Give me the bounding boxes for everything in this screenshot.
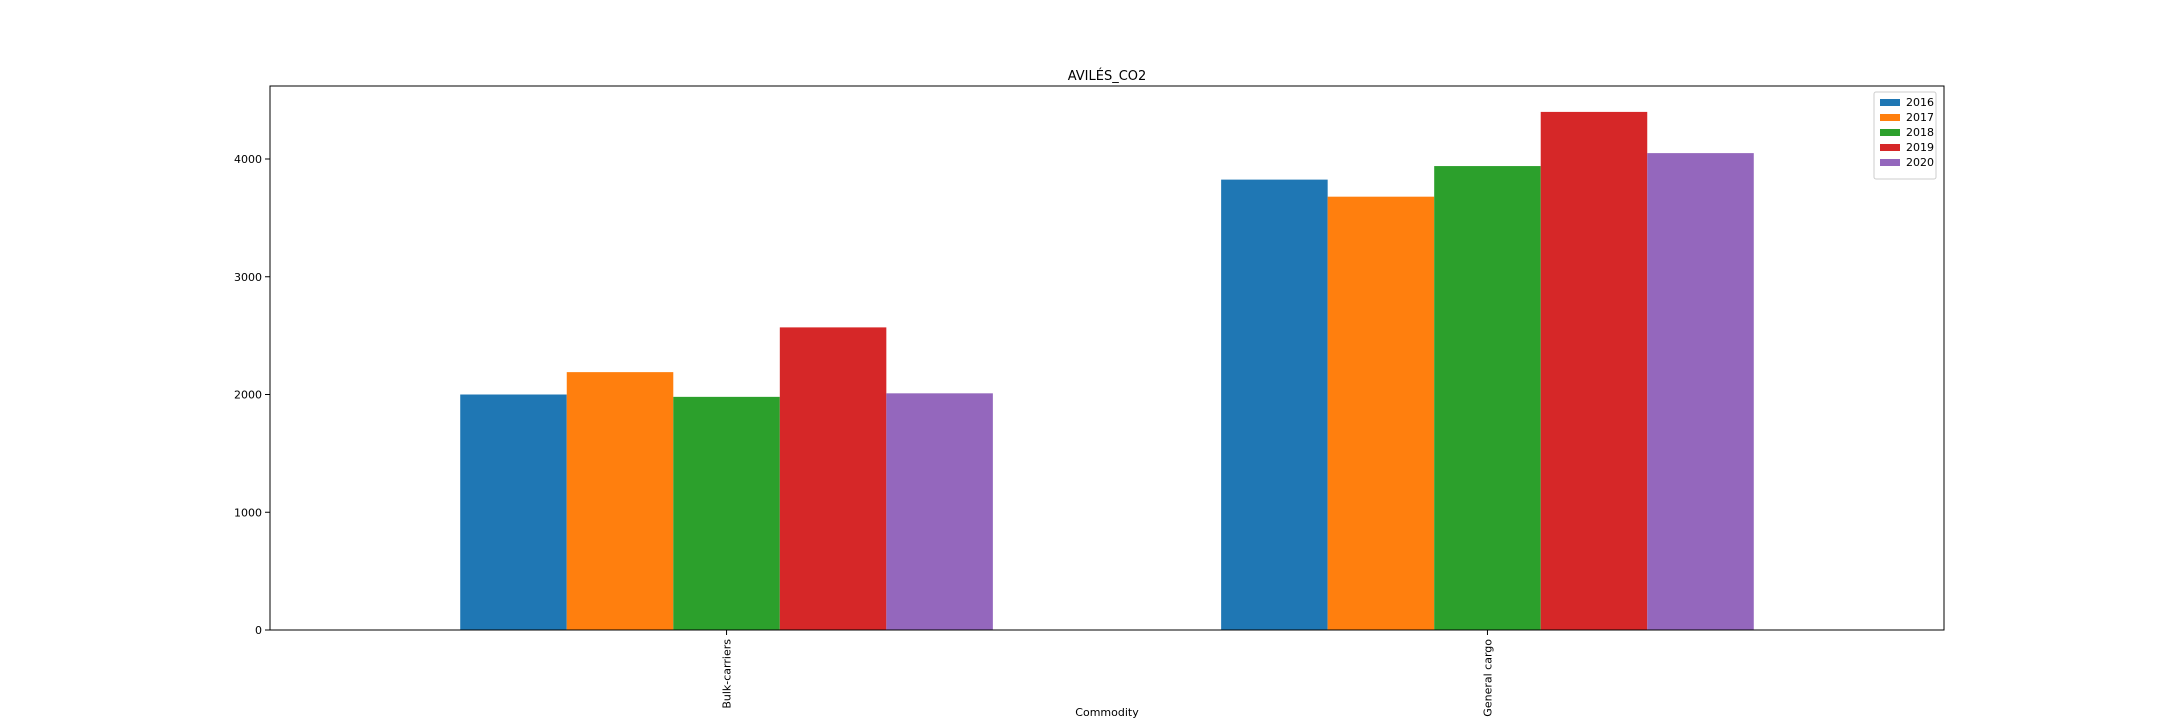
bar: [1647, 153, 1754, 630]
x-tick-label: General cargo: [1481, 639, 1494, 717]
x-tick-label: Bulk-carriers: [721, 639, 734, 709]
bar: [673, 396, 780, 630]
legend-label: 2018: [1906, 126, 1934, 139]
y-tick-label: 0: [255, 624, 262, 637]
legend-label: 2019: [1906, 141, 1934, 154]
x-axis-label: Commodity: [1075, 706, 1139, 719]
bar: [1540, 111, 1648, 630]
bar: [566, 372, 674, 630]
legend-swatch: [1880, 129, 1900, 136]
y-tick-label: 4000: [234, 153, 262, 166]
legend-label: 2017: [1906, 111, 1934, 124]
legend-box: [1873, 91, 1937, 180]
y-tick-label: 2000: [234, 389, 262, 402]
chart-title: AVILÉS_CO2: [1068, 68, 1147, 84]
legend-swatch: [1880, 99, 1900, 106]
y-tick-label: 1000: [234, 506, 262, 519]
legend-label: 2016: [1906, 96, 1934, 109]
legend-swatch: [1880, 159, 1900, 166]
legend-swatch: [1880, 144, 1900, 151]
bar: [779, 327, 887, 630]
bar: [886, 393, 993, 630]
bar: [1221, 179, 1328, 630]
plot-frame: [269, 85, 1945, 631]
legend-swatch: [1880, 114, 1900, 121]
bar: [1327, 196, 1435, 631]
y-tick-label: 3000: [234, 271, 262, 284]
legend-label: 2020: [1906, 156, 1934, 169]
bar: [1434, 166, 1541, 630]
bar: [460, 394, 567, 630]
